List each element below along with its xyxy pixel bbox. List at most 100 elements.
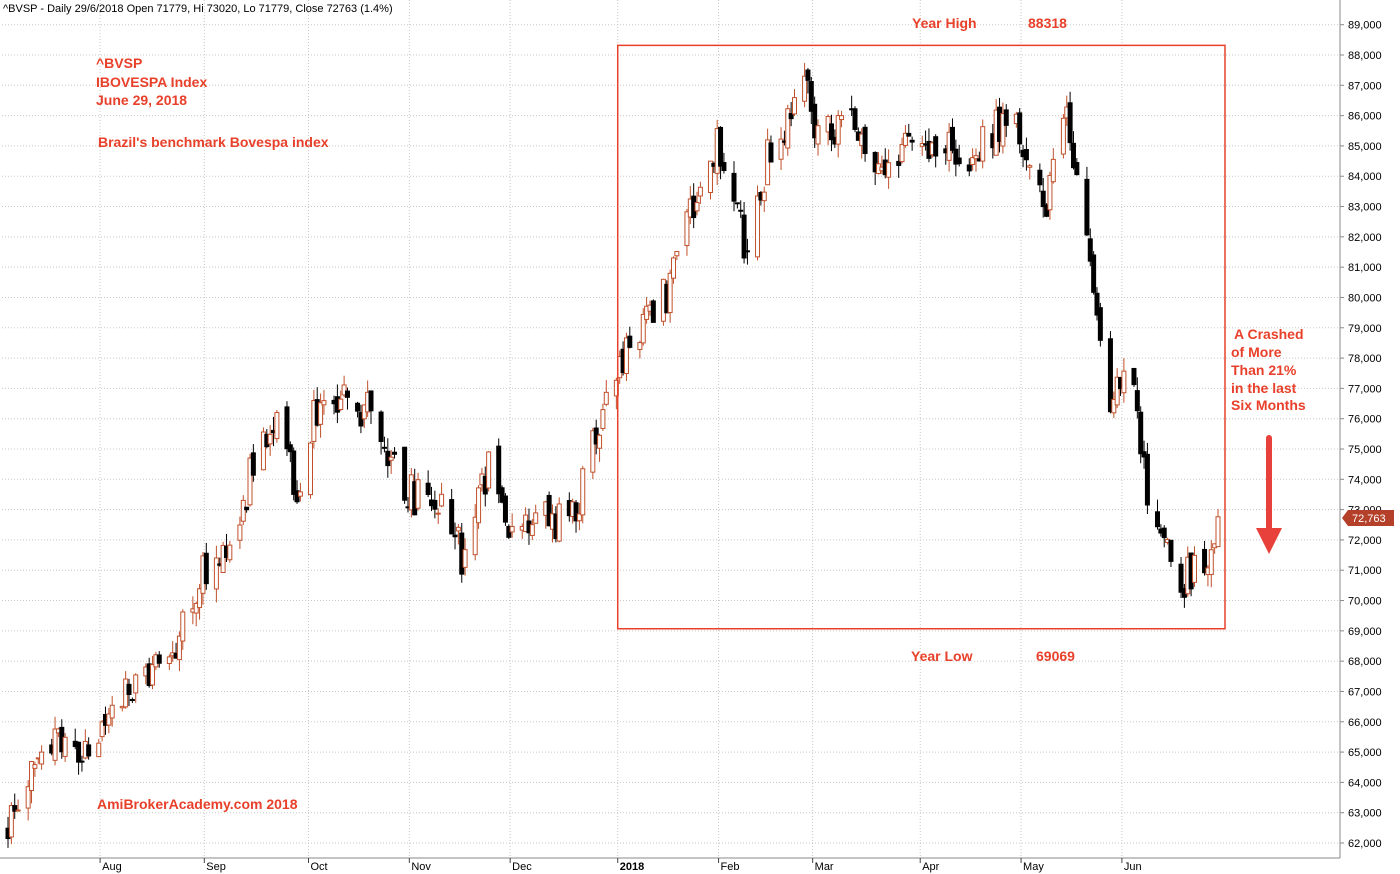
candle-body (741, 214, 747, 259)
candle-up (684, 208, 690, 256)
candle-down (1094, 287, 1100, 321)
candle-up (52, 716, 58, 766)
candle-body (1017, 112, 1023, 145)
candle-body (933, 136, 939, 157)
candle-up (29, 761, 35, 804)
candle-down (906, 123, 912, 137)
candle-up (213, 545, 219, 603)
candle-up (1191, 546, 1197, 588)
candle-down (203, 542, 209, 590)
candle-body (852, 108, 858, 130)
candle-down (1023, 137, 1029, 171)
y-tick-label: 72,000 (1348, 535, 1382, 547)
candle-up (227, 541, 233, 563)
price-axis: 62,000 63,000 64,000 65,000 66,000 67,000 68,0… (1340, 20, 1382, 850)
candle-body (197, 588, 203, 609)
candle-down (1040, 178, 1046, 218)
y-tick-label: 83,000 (1348, 202, 1382, 214)
candle-up (1027, 163, 1033, 180)
candle-up (455, 523, 461, 545)
candle-up (472, 504, 478, 561)
candle-body (213, 557, 219, 590)
candle-body (1208, 549, 1214, 576)
candle-body (166, 656, 172, 665)
candle-down (718, 126, 724, 180)
candle-down (949, 118, 955, 154)
candle-up (439, 482, 445, 508)
candle-down (1003, 104, 1009, 137)
candle-body (8, 805, 14, 838)
y-tick-label: 67,000 (1348, 686, 1382, 698)
candle-body (533, 512, 539, 524)
candle-body (1161, 527, 1167, 539)
candle-down (250, 444, 256, 482)
candle-body (580, 468, 586, 516)
candle-body (193, 602, 199, 614)
candle-body (240, 499, 246, 522)
candle-down (79, 755, 85, 772)
last-price-label: 72,763 (1352, 513, 1386, 525)
candle-up (980, 119, 986, 169)
candle-body (502, 495, 508, 523)
candle-down (432, 490, 438, 519)
candle-body (694, 202, 700, 212)
candle-body (899, 143, 905, 163)
candle-body (1097, 307, 1103, 341)
candle-body (452, 534, 458, 538)
candle-body (109, 704, 115, 719)
candle-down (1178, 557, 1184, 598)
candle-up (8, 802, 14, 845)
candle-body (1074, 162, 1080, 176)
x-tick-label: Nov (411, 861, 431, 873)
candle-body (1114, 376, 1120, 406)
last-price-marker: 72,763 (1342, 510, 1394, 526)
candle-body (106, 713, 112, 726)
candle-up (1047, 171, 1053, 220)
x-tick-label: Sep (206, 861, 226, 873)
y-tick-label: 64,000 (1348, 777, 1382, 789)
candle-up (973, 148, 979, 172)
crash-note-line-2: of More (1231, 344, 1282, 360)
candle-body (1121, 370, 1127, 394)
candle-down (627, 326, 633, 349)
candle-body (906, 132, 912, 137)
x-tick-label: Aug (102, 861, 122, 873)
candle-up (321, 390, 327, 415)
candle-up (637, 340, 643, 359)
candle-up (96, 738, 102, 758)
x-tick-label: Mar (815, 861, 834, 873)
candle-up (509, 513, 515, 538)
crash-note-line-4: in the last (1231, 380, 1297, 396)
candle-body (432, 499, 438, 510)
candle-up (341, 375, 347, 398)
candle-body (476, 487, 482, 524)
candle-down (499, 485, 505, 504)
candle-body (76, 741, 82, 763)
chart-header: ^BVSP - Daily 29/6/2018 Open 71779, Hi 7… (3, 3, 393, 15)
candle-body (886, 162, 892, 178)
candle-body (425, 482, 431, 495)
candle-down (805, 68, 811, 94)
candle-body (573, 502, 579, 522)
candle-body (15, 809, 21, 812)
y-tick-label: 89,000 (1348, 20, 1382, 32)
candle-body (1107, 338, 1113, 413)
candle-down (126, 678, 132, 707)
candle-down (721, 152, 727, 174)
candle-body (274, 412, 280, 440)
candle-body (949, 126, 955, 151)
y-tick-label: 77,000 (1348, 383, 1382, 395)
candle-body (896, 160, 902, 166)
candle-down (768, 135, 774, 163)
candle-body (388, 456, 394, 461)
candle-down (76, 741, 82, 775)
candle-down (129, 697, 135, 703)
candle-body (499, 487, 505, 503)
candle-body (731, 172, 737, 202)
y-tick-label: 66,000 (1348, 717, 1382, 729)
y-tick-label: 69,000 (1348, 626, 1382, 638)
candle-body (1060, 117, 1066, 155)
candle-body (435, 512, 441, 515)
x-tick-label: Oct (311, 861, 328, 873)
